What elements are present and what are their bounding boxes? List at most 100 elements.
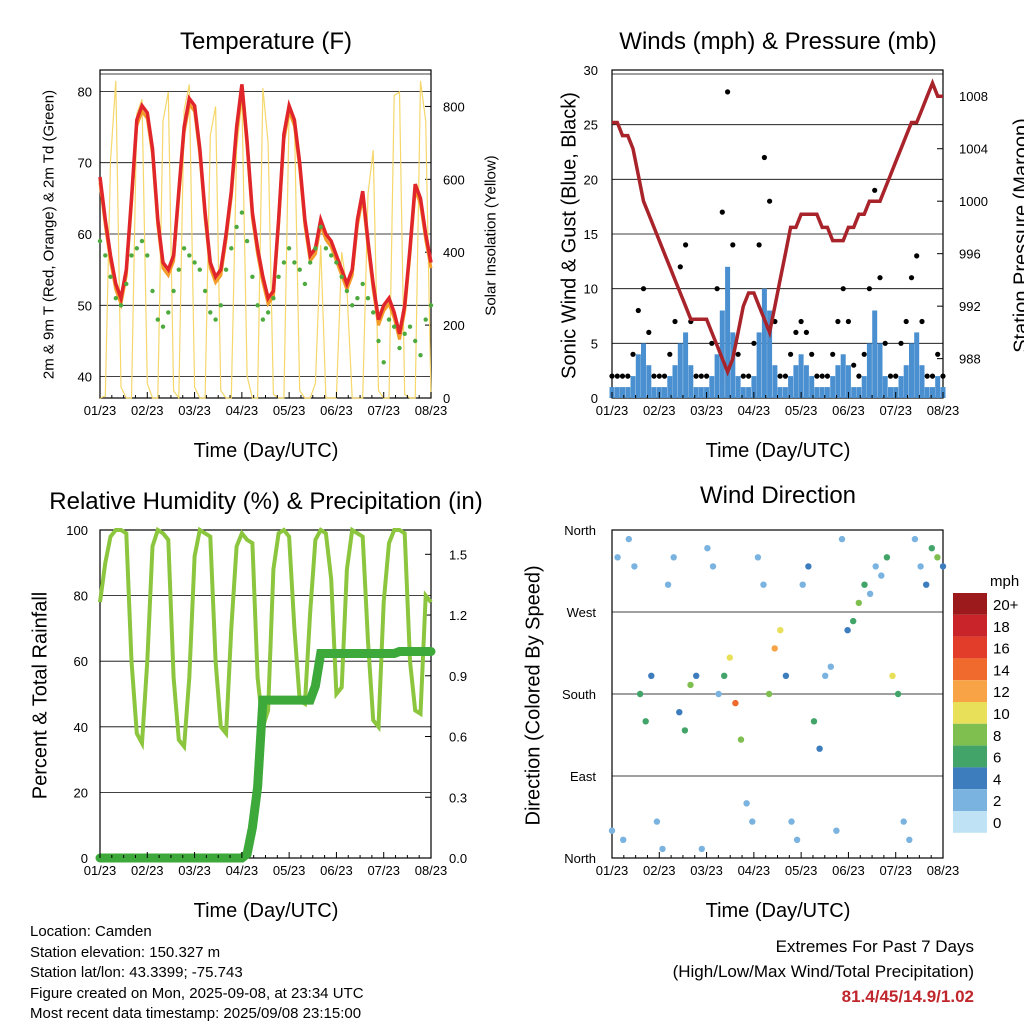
location-text: Location: Camden	[30, 922, 364, 943]
wind-speed-legend-label: 0	[993, 815, 1001, 832]
wind-y2tick-label: 1004	[959, 142, 988, 157]
wind-xtick-label: 08/23	[927, 403, 960, 418]
wind-speed-legend-swatch	[953, 637, 987, 659]
wind-direction-point	[755, 554, 761, 560]
wind-direction-point	[828, 664, 834, 670]
dewpoint-point	[408, 325, 412, 329]
wind-direction-point	[732, 700, 738, 706]
wind-gust-point	[877, 275, 882, 280]
dewpoint-point	[129, 253, 133, 257]
wind-gust-point	[751, 341, 756, 346]
wind-direction-point	[917, 563, 923, 569]
dewpoint-point	[171, 289, 175, 293]
station-info: Location: Camden Station elevation: 150.…	[30, 922, 364, 1025]
dir-ytick-label: South	[562, 687, 596, 702]
wind-gust-point	[835, 319, 840, 324]
wind-gust-point	[888, 374, 893, 379]
dewpoint-point	[150, 289, 154, 293]
pressure-line	[612, 83, 943, 372]
temp-xtick-label: 05/23	[273, 403, 306, 418]
wind-gust-point	[725, 89, 730, 94]
wind-gust-point	[799, 319, 804, 324]
rh-y2tick-label: 0.9	[449, 669, 467, 684]
wind-gust-point	[846, 319, 851, 324]
wind-gust-point	[641, 286, 646, 291]
wind-gust-point	[678, 264, 683, 269]
dewpoint-point	[271, 296, 275, 300]
wind-speed-legend-label: 6	[993, 750, 1001, 767]
dewpoint-point	[124, 282, 128, 286]
dir-xtick-label: 05/23	[785, 863, 818, 878]
wind-speed-bar	[935, 376, 940, 398]
dewpoint-point	[424, 317, 428, 321]
wind-direction-point	[940, 563, 946, 569]
wind-speed-bar	[746, 387, 751, 398]
wind-direction-point	[654, 818, 660, 824]
wind-gust-point	[872, 188, 877, 193]
rh-xtick-label: 07/23	[367, 863, 400, 878]
wind-speed-bar	[772, 365, 777, 398]
wind-gust-point	[662, 374, 667, 379]
wind-gust-point	[615, 374, 620, 379]
wind-direction-point	[721, 673, 727, 679]
wind-gust-point	[841, 286, 846, 291]
wind-speed-bar	[736, 376, 741, 398]
wind-speed-legend-swatch	[953, 593, 987, 615]
wind-speed-bar	[788, 376, 793, 398]
dewpoint-point	[266, 310, 270, 314]
rh-ytick-label: 60	[74, 654, 88, 669]
wind-gust-point	[809, 352, 814, 357]
temp-xtick-label: 02/23	[131, 403, 164, 418]
extremes-values: 81.4/45/14.9/1.02	[673, 984, 974, 1009]
wind-direction-point	[856, 600, 862, 606]
extremes-title: Extremes For Past 7 Days	[673, 934, 974, 959]
wind-speed-bar	[678, 343, 683, 398]
wind-gust-point	[793, 330, 798, 335]
wind-xtick-label: 05/23	[785, 403, 818, 418]
wind-direction-point	[710, 563, 716, 569]
wind-direction-point	[839, 536, 845, 542]
wind-speed-bar	[862, 376, 867, 398]
wind-speed-bar	[867, 343, 872, 398]
wind-ytick-label: 20	[584, 172, 598, 187]
wind-speed-bar	[715, 354, 720, 398]
dir-xtick-label: 03/23	[690, 863, 723, 878]
dewpoint-point	[345, 289, 349, 293]
wind-speed-legend-label: 14	[993, 662, 1010, 679]
wind-gust-point	[767, 199, 772, 204]
dewpoint-point	[250, 275, 254, 279]
wind-direction-point	[901, 818, 907, 824]
wind-speed-legend-swatch	[953, 789, 987, 811]
wind-gust-point	[914, 253, 919, 258]
rh-ytick-label: 20	[74, 785, 88, 800]
wind-y2tick-label: 996	[959, 247, 981, 262]
wind-speed-bar	[872, 311, 877, 399]
wind-speed-bar	[888, 387, 893, 398]
wind-direction-point	[816, 746, 822, 752]
wind-speed-bar	[878, 343, 883, 398]
wind-xtick-label: 02/23	[643, 403, 676, 418]
dewpoint-point	[119, 303, 123, 307]
wind-speed-bar	[904, 365, 909, 398]
wind-gust-point	[904, 319, 909, 324]
wind-ytick-label: 15	[584, 227, 598, 242]
wind-gust-point	[940, 374, 945, 379]
wind-speed-bar	[641, 343, 646, 398]
wind-speed-bar	[631, 376, 636, 398]
wind-y2tick-label: 988	[959, 352, 981, 367]
dewpoint-point	[198, 268, 202, 272]
wind-speed-bar	[830, 376, 835, 398]
wind-direction-point	[682, 727, 688, 733]
wind-gust-point	[736, 352, 741, 357]
wind-speed-bar	[820, 387, 825, 398]
wind-direction-point	[715, 691, 721, 697]
wind-direction-point	[867, 591, 873, 597]
dir-xtick-label: 02/23	[643, 863, 676, 878]
wind-speed-bar	[778, 387, 783, 398]
dewpoint-point	[413, 339, 417, 343]
wind-direction-point	[727, 654, 733, 660]
dewpoint-point	[329, 253, 333, 257]
wind-gust-point	[746, 374, 751, 379]
dewpoint-point	[224, 268, 228, 272]
dewpoint-point	[303, 282, 307, 286]
